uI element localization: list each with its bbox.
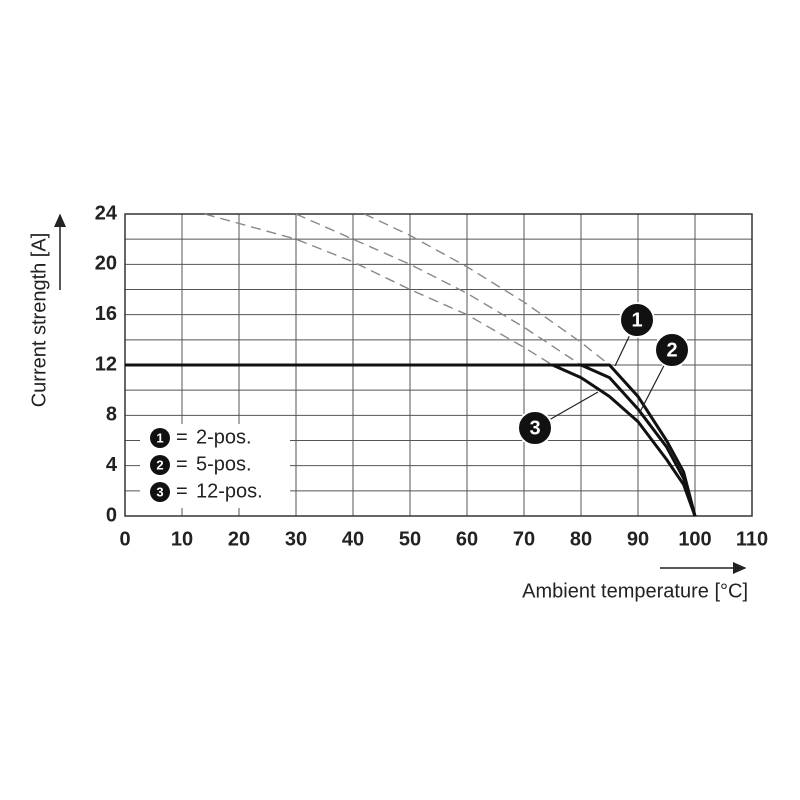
- x-tick-label: 40: [342, 528, 364, 550]
- dashed-curve: [364, 213, 610, 366]
- y-tick-label: 4: [106, 454, 118, 476]
- legend-separator: =: [176, 426, 188, 448]
- legend-label: 12-pos.: [196, 480, 263, 502]
- x-tick-label: 60: [456, 528, 478, 550]
- legend-marker: [150, 428, 170, 448]
- y-tick-label: 16: [95, 303, 117, 325]
- legend-marker: [150, 482, 170, 502]
- x-tick-label: 100: [678, 528, 711, 550]
- legend-marker-number: 1: [156, 430, 163, 445]
- legend-label: 2-pos.: [196, 426, 252, 448]
- x-axis-label: Ambient temperature [°C]: [522, 580, 748, 602]
- y-tick-label: 24: [95, 202, 118, 224]
- callout-number: 3: [529, 417, 540, 439]
- y-tick-label: 20: [95, 253, 117, 275]
- x-tick-label: 90: [627, 528, 649, 550]
- dashed-curve: [295, 213, 582, 366]
- callout-number: 1: [631, 309, 642, 331]
- callout-number: 2: [666, 339, 677, 361]
- x-tick-label: 10: [171, 528, 193, 550]
- legend-marker-number: 2: [156, 457, 163, 472]
- y-tick-label: 0: [106, 504, 117, 526]
- x-tick-label: 0: [119, 528, 130, 550]
- legend-marker: [150, 455, 170, 475]
- series-line: [125, 363, 697, 517]
- legend-marker-number: 3: [156, 484, 163, 499]
- y-axis-label: Current strength [A]: [28, 233, 50, 408]
- x-tick-label: 70: [513, 528, 535, 550]
- legend-label: 5-pos.: [196, 453, 252, 475]
- y-tick-label: 8: [106, 404, 117, 426]
- legend-separator: =: [176, 480, 188, 502]
- y-tick-label: 12: [95, 353, 117, 375]
- x-tick-label: 20: [228, 528, 250, 550]
- x-tick-label: 110: [736, 528, 768, 550]
- callout-circle: [619, 302, 655, 338]
- series-line: [125, 363, 697, 517]
- legend-separator: =: [176, 453, 188, 475]
- x-tick-label: 30: [285, 528, 307, 550]
- x-tick-label: 50: [399, 528, 421, 550]
- callout-circle: [654, 332, 690, 368]
- x-tick-label: 80: [570, 528, 592, 550]
- callout-circle: [517, 410, 553, 446]
